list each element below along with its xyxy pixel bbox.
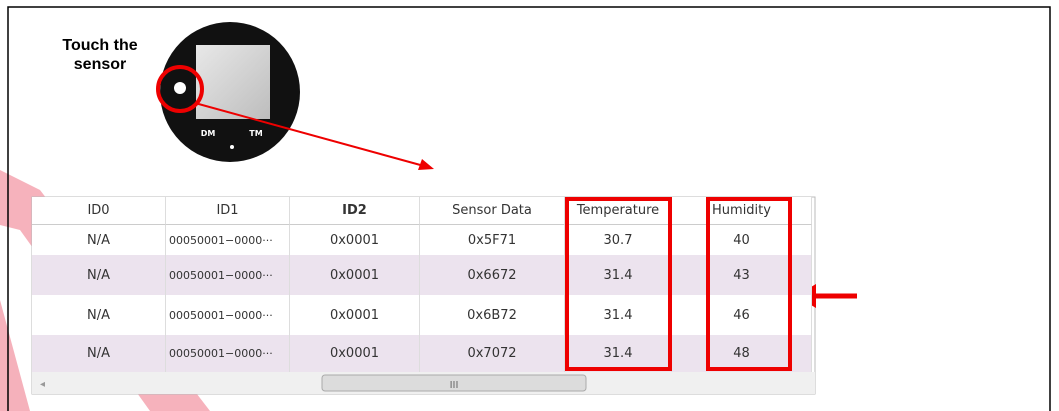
table-cell: 40 — [672, 225, 812, 255]
table-cell: 00050001−0000··· — [166, 335, 290, 372]
table-cell: 0x0001 — [290, 225, 420, 255]
table-cell: N/A — [32, 225, 166, 255]
table-cell: 00050001−0000··· — [166, 255, 290, 295]
table-cell: 30.7 — [565, 225, 672, 255]
table-cell: 43 — [672, 255, 812, 295]
table-cell: 31.4 — [565, 335, 672, 372]
table-cell: 31.4 — [565, 295, 672, 335]
table-cell: 0x7072 — [420, 335, 565, 372]
column-header: ID1 — [166, 197, 290, 225]
column-header: Humidity — [672, 197, 812, 225]
table-cell: 0x0001 — [290, 255, 420, 295]
page: ◂ Touch the sensor ID0N/AN/AN/AN/AID1000… — [0, 0, 1059, 411]
sensor-button — [174, 82, 186, 94]
table-cell: N/A — [32, 255, 166, 295]
column-header: Sensor Data — [420, 197, 565, 225]
column-header: ID2 — [290, 197, 420, 225]
table-cell: 31.4 — [565, 255, 672, 295]
table-cell: 00050001−0000··· — [166, 295, 290, 335]
annotation: Touch the sensor — [40, 36, 160, 74]
screen: ◂ Touch the sensor ID0N/AN/AN/AN/AID1000… — [0, 0, 1059, 411]
table-cell: 0x5F71 — [420, 225, 565, 255]
table-cell: 00050001−0000··· — [166, 225, 290, 255]
sensor-pad — [196, 45, 270, 119]
table-cell: 0x0001 — [290, 335, 420, 372]
column-header: ID0 — [32, 197, 166, 225]
table-cell: N/A — [32, 295, 166, 335]
table-cell: 48 — [672, 335, 812, 372]
table-cell: N/A — [32, 335, 166, 372]
table-cell: 46 — [672, 295, 812, 335]
scroll-thumb[interactable] — [322, 375, 586, 391]
table-cell: 0x0001 — [290, 295, 420, 335]
dot — [230, 145, 234, 149]
table-cell: 0x6672 — [420, 255, 565, 295]
table-cell: 0x6B72 — [420, 295, 565, 335]
column-header: Temperature — [565, 197, 672, 225]
scroll-left[interactable]: ◂ — [40, 379, 45, 390]
arrow-head — [418, 159, 434, 170]
